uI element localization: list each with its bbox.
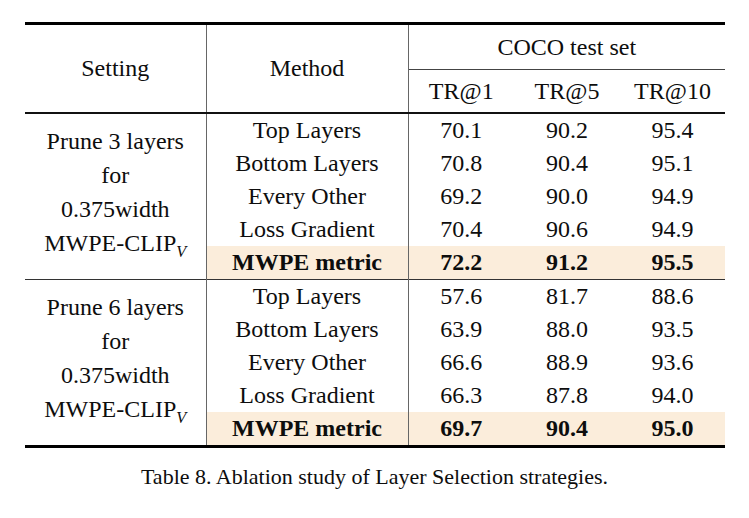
value-cell: 69.7 (408, 412, 514, 447)
setting-line: 0.375width (25, 192, 206, 226)
table-row: Prune 6 layers for 0.375width MWPE-CLIPV… (25, 280, 725, 314)
value-cell: 87.8 (514, 379, 620, 412)
setting-line: Prune 3 layers (25, 124, 206, 158)
value-cell: 69.2 (408, 180, 514, 213)
value-cell: 94.9 (620, 213, 725, 246)
model-name: MWPE-CLIP (44, 230, 176, 256)
method-cell: MWPE metric (206, 246, 408, 280)
method-cell: Bottom Layers (206, 147, 408, 180)
ablation-table: Setting Method COCO test set TR@1 TR@5 T… (25, 22, 725, 448)
column-header-tr5: TR@5 (514, 70, 620, 114)
value-cell: 81.7 (514, 280, 620, 314)
value-cell: 90.0 (514, 180, 620, 213)
value-cell: 70.8 (408, 147, 514, 180)
setting-line-model: MWPE-CLIPV (25, 226, 206, 269)
model-name: MWPE-CLIP (44, 396, 176, 422)
model-subscript: V (176, 408, 186, 427)
value-cell: 88.0 (514, 313, 620, 346)
value-cell: 90.4 (514, 412, 620, 447)
value-cell: 70.4 (408, 213, 514, 246)
value-cell: 72.2 (408, 246, 514, 280)
table-header: Setting Method COCO test set TR@1 TR@5 T… (25, 24, 725, 114)
value-cell: 95.5 (620, 246, 725, 280)
table-caption: Table 8. Ablation study of Layer Selecti… (0, 464, 749, 490)
value-cell: 95.1 (620, 147, 725, 180)
column-header-tr1: TR@1 (408, 70, 514, 114)
value-cell: 90.6 (514, 213, 620, 246)
value-cell: 91.2 (514, 246, 620, 280)
setting-line: for (25, 158, 206, 192)
method-cell: Bottom Layers (206, 313, 408, 346)
method-cell: Loss Gradient (206, 379, 408, 412)
table-group-prune3: Prune 3 layers for 0.375width MWPE-CLIPV… (25, 113, 725, 280)
table-group-prune6: Prune 6 layers for 0.375width MWPE-CLIPV… (25, 280, 725, 447)
value-cell: 93.5 (620, 313, 725, 346)
setting-cell: Prune 6 layers for 0.375width MWPE-CLIPV (25, 280, 206, 447)
model-subscript: V (176, 242, 186, 261)
method-cell: Top Layers (206, 113, 408, 147)
value-cell: 88.9 (514, 346, 620, 379)
value-cell: 90.2 (514, 113, 620, 147)
method-cell: Every Other (206, 346, 408, 379)
setting-line: for (25, 324, 206, 358)
value-cell: 95.4 (620, 113, 725, 147)
value-cell: 93.6 (620, 346, 725, 379)
value-cell: 94.9 (620, 180, 725, 213)
setting-line: 0.375width (25, 358, 206, 392)
value-cell: 90.4 (514, 147, 620, 180)
setting-line: Prune 6 layers (25, 290, 206, 324)
setting-line-model: MWPE-CLIPV (25, 392, 206, 435)
value-cell: 88.6 (620, 280, 725, 314)
method-cell: MWPE metric (206, 412, 408, 447)
value-cell: 70.1 (408, 113, 514, 147)
column-group-header-coco: COCO test set (408, 24, 725, 70)
method-cell: Top Layers (206, 280, 408, 314)
method-cell: Every Other (206, 180, 408, 213)
table-row: Prune 3 layers for 0.375width MWPE-CLIPV… (25, 113, 725, 147)
value-cell: 94.0 (620, 379, 725, 412)
value-cell: 66.6 (408, 346, 514, 379)
value-cell: 57.6 (408, 280, 514, 314)
column-header-tr10: TR@10 (620, 70, 725, 114)
setting-cell: Prune 3 layers for 0.375width MWPE-CLIPV (25, 113, 206, 280)
column-header-setting: Setting (25, 24, 206, 114)
column-header-method: Method (206, 24, 408, 114)
value-cell: 95.0 (620, 412, 725, 447)
method-cell: Loss Gradient (206, 213, 408, 246)
value-cell: 63.9 (408, 313, 514, 346)
value-cell: 66.3 (408, 379, 514, 412)
